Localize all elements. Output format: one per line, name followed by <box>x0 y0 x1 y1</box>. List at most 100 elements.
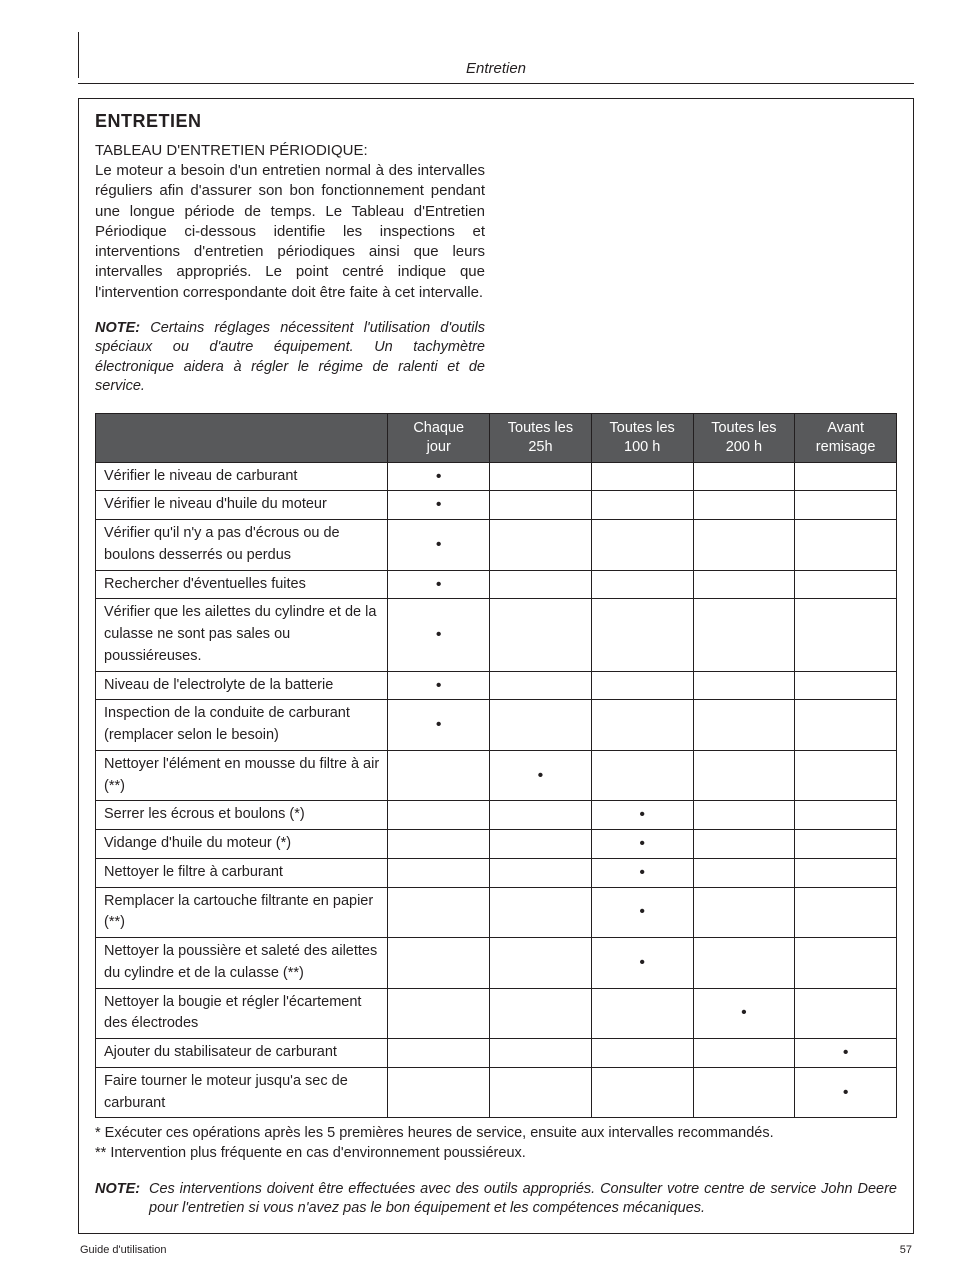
dot-mark: • <box>388 491 490 520</box>
empty-cell <box>591 1067 693 1118</box>
empty-cell <box>490 462 592 491</box>
note-1-text: Certains réglages nécessitent l'utilisat… <box>95 320 485 395</box>
col-header-5: Avantremisage <box>795 414 897 463</box>
empty-cell <box>490 671 592 700</box>
empty-cell <box>490 1067 592 1118</box>
section-name: Entretien <box>78 32 914 77</box>
empty-cell <box>795 462 897 491</box>
empty-cell <box>490 830 592 859</box>
dot-mark: • <box>388 570 490 599</box>
row-label: Niveau de l'electrolyte de la batterie <box>96 671 388 700</box>
row-label: Faire tourner le moteur jusqu'a sec de c… <box>96 1067 388 1118</box>
table-row: Faire tourner le moteur jusqu'a sec de c… <box>96 1067 897 1118</box>
dot-mark: • <box>591 830 693 859</box>
empty-cell <box>693 700 795 751</box>
table-header: ChaquejourToutes les25hToutes les100 hTo… <box>96 414 897 463</box>
col-header-desc <box>96 414 388 463</box>
empty-cell <box>490 520 592 571</box>
dot-mark: • <box>591 801 693 830</box>
empty-cell <box>591 599 693 671</box>
dot-mark: • <box>591 887 693 938</box>
empty-cell <box>693 858 795 887</box>
footnote-2: ** Intervention plus fréquente en cas d'… <box>95 1144 897 1164</box>
empty-cell <box>388 938 490 989</box>
col-header-3: Toutes les100 h <box>591 414 693 463</box>
dot-mark: • <box>693 988 795 1039</box>
empty-cell <box>388 1067 490 1118</box>
table-row: Serrer les écrous et boulons (*) • <box>96 801 897 830</box>
empty-cell <box>795 520 897 571</box>
empty-cell <box>795 988 897 1039</box>
empty-cell <box>591 750 693 801</box>
row-label: Ajouter du stabilisateur de carburant <box>96 1039 388 1068</box>
row-label: Nettoyer l'élément en mousse du filtre à… <box>96 750 388 801</box>
empty-cell <box>388 830 490 859</box>
table-body: Vérifier le niveau de carburant•Vérifier… <box>96 462 897 1118</box>
page-footer: Guide d'utilisation 57 <box>78 1244 914 1256</box>
subtitle: TABLEAU D'ENTRETIEN PÉRIODIQUE: <box>95 142 897 159</box>
note-2-label: NOTE: <box>95 1180 149 1219</box>
empty-cell <box>490 988 592 1039</box>
col-header-4: Toutes les200 h <box>693 414 795 463</box>
table-row: Vérifier le niveau de carburant• <box>96 462 897 491</box>
empty-cell <box>388 858 490 887</box>
row-label: Remplacer la cartouche filtrante en papi… <box>96 887 388 938</box>
empty-cell <box>693 570 795 599</box>
intro-paragraph: Le moteur a besoin d'un entretien normal… <box>95 161 485 303</box>
col-header-1: Chaquejour <box>388 414 490 463</box>
note-1-label: NOTE: <box>95 320 140 336</box>
empty-cell <box>795 671 897 700</box>
empty-cell <box>795 599 897 671</box>
empty-cell <box>490 491 592 520</box>
empty-cell <box>490 599 592 671</box>
empty-cell <box>490 938 592 989</box>
empty-cell <box>388 1039 490 1068</box>
dot-mark: • <box>591 938 693 989</box>
dot-mark: • <box>490 750 592 801</box>
empty-cell <box>693 1039 795 1068</box>
empty-cell <box>490 700 592 751</box>
empty-cell <box>795 858 897 887</box>
page-title: ENTRETIEN <box>95 111 897 132</box>
page-header: Entretien <box>78 32 914 84</box>
footnotes: * Exécuter ces opérations après les 5 pr… <box>95 1124 897 1163</box>
empty-cell <box>693 938 795 989</box>
empty-cell <box>795 750 897 801</box>
table-row: Remplacer la cartouche filtrante en papi… <box>96 887 897 938</box>
empty-cell <box>795 491 897 520</box>
dot-mark: • <box>795 1039 897 1068</box>
empty-cell <box>795 801 897 830</box>
dot-mark: • <box>388 520 490 571</box>
empty-cell <box>591 462 693 491</box>
empty-cell <box>591 520 693 571</box>
maintenance-table: ChaquejourToutes les25hToutes les100 hTo… <box>95 413 897 1118</box>
empty-cell <box>795 830 897 859</box>
empty-cell <box>693 462 795 491</box>
row-label: Vérifier que les ailettes du cylindre et… <box>96 599 388 671</box>
empty-cell <box>795 570 897 599</box>
row-label: Nettoyer le filtre à carburant <box>96 858 388 887</box>
row-label: Serrer les écrous et boulons (*) <box>96 801 388 830</box>
empty-cell <box>693 1067 795 1118</box>
empty-cell <box>388 887 490 938</box>
row-label: Vérifier le niveau de carburant <box>96 462 388 491</box>
dot-mark: • <box>795 1067 897 1118</box>
dot-mark: • <box>388 599 490 671</box>
empty-cell <box>693 830 795 859</box>
row-label: Vérifier le niveau d'huile du moteur <box>96 491 388 520</box>
empty-cell <box>795 700 897 751</box>
empty-cell <box>490 570 592 599</box>
col-header-2: Toutes les25h <box>490 414 592 463</box>
empty-cell <box>591 700 693 751</box>
header-rule-vertical <box>78 32 79 78</box>
row-label: Vérifier qu'il n'y a pas d'écrous ou de … <box>96 520 388 571</box>
empty-cell <box>693 750 795 801</box>
table-row: Niveau de l'electrolyte de la batterie• <box>96 671 897 700</box>
dot-mark: • <box>388 700 490 751</box>
empty-cell <box>591 570 693 599</box>
table-row: Vidange d'huile du moteur (*)• <box>96 830 897 859</box>
empty-cell <box>388 750 490 801</box>
empty-cell <box>490 1039 592 1068</box>
table-row: Rechercher d'éventuelles fuites• <box>96 570 897 599</box>
table-row: Vérifier que les ailettes du cylindre et… <box>96 599 897 671</box>
